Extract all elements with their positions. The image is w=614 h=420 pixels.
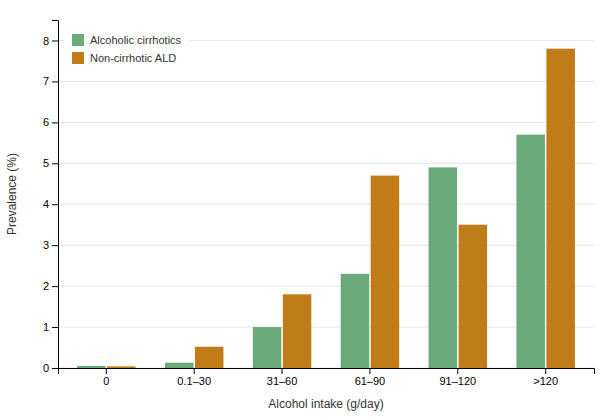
y-tick: 6 <box>43 116 58 128</box>
legend-swatch <box>72 52 84 64</box>
y-tick-mark <box>52 81 58 82</box>
grid-line <box>58 122 594 123</box>
x-tick-label: 31–60 <box>267 375 298 387</box>
y-tick-mark <box>52 122 58 123</box>
bar <box>77 366 106 368</box>
y-tick: 0 <box>43 362 58 374</box>
y-tick: 3 <box>43 239 58 251</box>
legend-label: Alcoholic cirrhotics <box>90 34 182 46</box>
bar <box>429 167 458 368</box>
y-tick-label: 6 <box>43 116 49 128</box>
y-tick: 2 <box>43 280 58 292</box>
y-axis-title: Prevalence (%) <box>5 153 19 235</box>
y-tick-label: 2 <box>43 280 49 292</box>
bars <box>77 49 575 368</box>
x-tick: 0.1–30 <box>177 368 211 387</box>
grid <box>58 40 594 368</box>
legend-swatch <box>72 34 84 46</box>
grid-line <box>58 245 594 246</box>
y-tick-label: 8 <box>43 34 49 46</box>
x-tick-label: >120 <box>533 375 558 387</box>
x-tick-mark <box>457 368 458 374</box>
x-tick-mark <box>194 368 195 374</box>
bar <box>341 274 370 368</box>
x-tick-mark <box>282 368 283 374</box>
chart: 0 1 2 3 4 5 6 7 8 0 0.1–30 31–60 61–90 91–120 >120 Alco… <box>0 0 614 420</box>
x-tick-mark <box>545 368 546 374</box>
series <box>77 135 545 368</box>
x-axis-title: Alcohol intake (g/day) <box>268 397 383 411</box>
x-tick-mark <box>369 368 370 374</box>
bar <box>165 363 194 368</box>
y-tick: 8 <box>43 34 58 46</box>
x-tick: 61–90 <box>355 368 386 387</box>
y-tick: 7 <box>43 75 58 87</box>
x-tick-mark <box>106 368 107 374</box>
x-tick: >120 <box>533 368 558 387</box>
x-tick-label: 91–120 <box>439 375 476 387</box>
y-tick-label: 0 <box>43 362 49 374</box>
y-axis: 0 1 2 3 4 5 6 7 8 <box>43 21 59 375</box>
legend-item: Non-cirrhotic ALD <box>72 52 176 64</box>
bar <box>253 327 282 368</box>
y-tick: 5 <box>43 157 58 169</box>
grid-line <box>58 204 594 205</box>
y-tick-label: 1 <box>43 321 49 333</box>
y-tick: 4 <box>43 198 58 210</box>
x-tick: 91–120 <box>439 368 476 387</box>
y-tick-mark <box>52 245 58 246</box>
legend-item: Alcoholic cirrhotics <box>72 34 182 46</box>
y-tick-mark <box>52 368 58 369</box>
y-tick-mark <box>52 327 58 328</box>
y-tick-label: 5 <box>43 157 49 169</box>
series <box>107 49 575 368</box>
y-tick: 1 <box>43 321 58 333</box>
x-tick-label: 61–90 <box>355 375 386 387</box>
x-axis-line <box>59 369 595 375</box>
bar <box>459 225 488 368</box>
x-tick-label: 0.1–30 <box>177 375 211 387</box>
y-tick-label: 4 <box>43 198 49 210</box>
bar <box>516 135 545 368</box>
legend: Alcoholic cirrhotics Non-cirrhotic ALD <box>64 26 190 72</box>
bar <box>107 366 136 368</box>
x-tick: 0 <box>103 368 109 387</box>
y-tick-label: 7 <box>43 75 49 87</box>
grid-line <box>58 81 594 82</box>
bar <box>283 294 312 368</box>
bar <box>546 49 575 368</box>
y-tick-label: 3 <box>43 239 49 251</box>
x-tick: 31–60 <box>267 368 298 387</box>
grid-line <box>58 327 594 328</box>
bar <box>195 347 224 368</box>
y-tick-mark <box>52 163 58 164</box>
plot: 0 1 2 3 4 5 6 7 8 0 0.1–30 31–60 61–90 91–120 >120 Alco… <box>43 21 595 387</box>
legend-box <box>64 26 190 72</box>
legend-label: Non-cirrhotic ALD <box>90 52 176 64</box>
y-tick-mark <box>52 40 58 41</box>
y-tick-mark <box>52 204 58 205</box>
grid-line <box>58 286 594 287</box>
y-tick-mark <box>52 286 58 287</box>
grid-line <box>58 163 594 164</box>
x-axis: 0 0.1–30 31–60 61–90 91–120 >120 <box>59 368 595 387</box>
x-tick-label: 0 <box>103 375 109 387</box>
y-axis-line <box>52 21 59 369</box>
bar <box>371 176 400 368</box>
